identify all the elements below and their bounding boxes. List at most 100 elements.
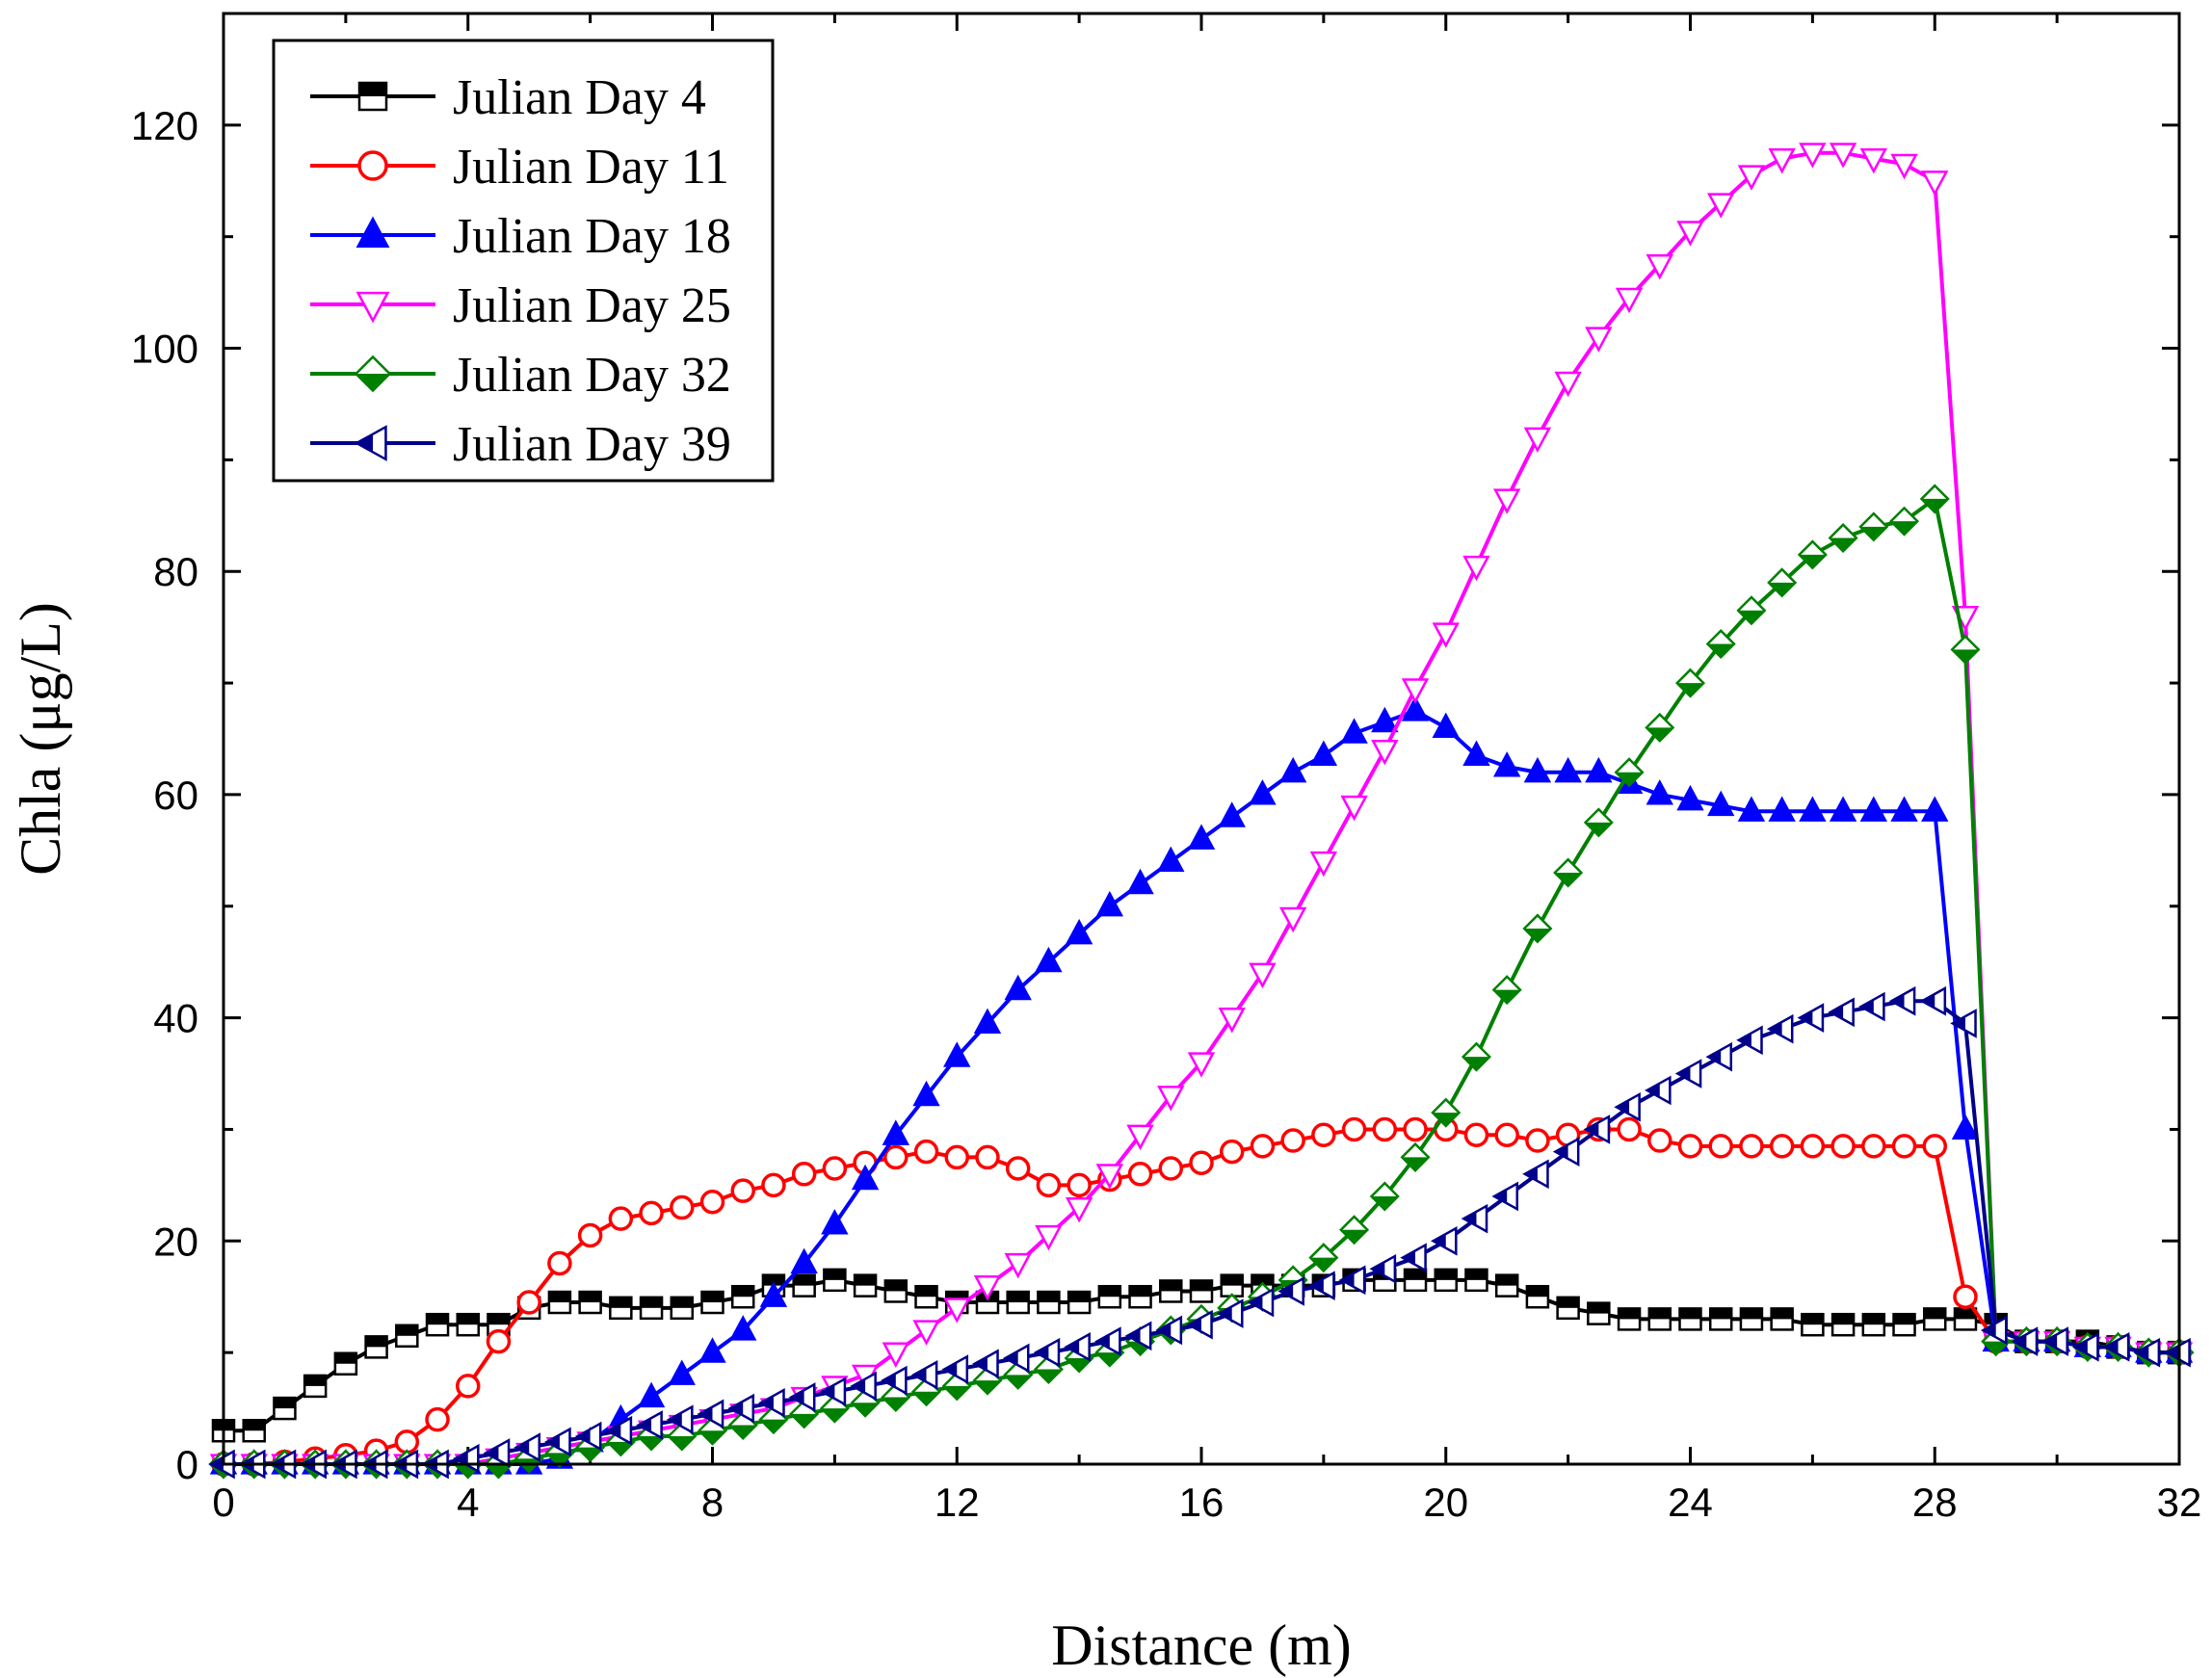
- data-point-fill: [1982, 1341, 2010, 1355]
- data-point-fill: [1219, 1306, 1232, 1321]
- y-axis-label: Chla (μg/L): [9, 602, 72, 876]
- data-point-fill: [1832, 1314, 1855, 1325]
- data-point-fill: [1710, 1308, 1732, 1320]
- data-point: [1004, 974, 1032, 1001]
- data-point: [1799, 796, 1827, 822]
- data-point-fill: [1340, 1229, 1368, 1244]
- data-point: [1921, 170, 1949, 197]
- data-point-fill: [515, 1440, 530, 1455]
- data-point-fill: [1004, 1375, 1032, 1389]
- data-point: [759, 1281, 788, 1307]
- data-point-fill: [882, 1373, 896, 1388]
- series-6: [208, 985, 2191, 1480]
- data-point-fill: [913, 1368, 927, 1382]
- legend-marker: [356, 291, 390, 324]
- data-point: [1403, 1116, 1428, 1142]
- data-point: [1126, 1124, 1154, 1151]
- data-point: [1311, 1122, 1336, 1148]
- data-point-fill: [607, 1441, 635, 1455]
- legend-item: Julian Day 18: [310, 209, 731, 264]
- data-point-fill: [1524, 928, 1551, 942]
- data-point: [1647, 1128, 1672, 1153]
- data-point-fill: [1463, 1211, 1477, 1226]
- data-point-fill: [1922, 993, 1936, 1009]
- plot-series: [208, 143, 2195, 1480]
- data-point-fill: [546, 1434, 560, 1450]
- data-point: [943, 1298, 971, 1324]
- data-point: [822, 1156, 848, 1181]
- data-point-fill: [1310, 1278, 1324, 1293]
- data-point-fill: [1433, 1234, 1446, 1248]
- legend-box: [272, 39, 775, 483]
- data-point: [1065, 1196, 1093, 1223]
- data-point-fill: [1952, 1016, 1965, 1031]
- data-point-fill: [1738, 1033, 1751, 1048]
- legend-label: Julian Day 18: [453, 209, 731, 264]
- data-point-fill: [1890, 521, 1918, 535]
- data-point-fill: [669, 1412, 682, 1427]
- data-point-fill: [760, 1396, 774, 1410]
- data-point-fill: [701, 1292, 724, 1303]
- data-point-fill: [821, 1408, 849, 1422]
- data-point-fill: [1036, 1345, 1049, 1360]
- data-point-fill: [974, 1380, 1001, 1394]
- data-point: [1278, 756, 1307, 783]
- data-point-fill: [1676, 683, 1704, 696]
- x-tick-label: 28: [1912, 1480, 1958, 1525]
- data-point: [730, 1178, 755, 1203]
- data-point: [1953, 1284, 1978, 1309]
- x-tick-label: 0: [212, 1480, 234, 1525]
- data-point-fill: [1554, 873, 1582, 886]
- data-point-fill: [210, 1456, 224, 1472]
- data-point-fill: [824, 1269, 846, 1280]
- data-point: [1707, 193, 1735, 219]
- data-point: [1219, 1139, 1245, 1165]
- data-point: [1646, 254, 1673, 280]
- data-point-fill: [1160, 1280, 1182, 1292]
- data-point-fill: [610, 1297, 632, 1308]
- data-point-fill: [1860, 526, 1887, 540]
- data-point: [670, 1194, 695, 1220]
- data-point: [1859, 796, 1888, 822]
- x-axis-label: Distance (m): [1051, 1613, 1352, 1677]
- data-point: [1432, 622, 1460, 648]
- data-point: [1494, 1122, 1519, 1148]
- data-point-fill: [1188, 1317, 1201, 1332]
- data-point: [1004, 1252, 1032, 1279]
- data-point-fill: [1800, 1010, 1813, 1025]
- data-point-fill: [486, 1446, 499, 1460]
- y-tick-label: 120: [131, 103, 198, 148]
- data-point-fill: [1768, 582, 1796, 596]
- data-point-fill: [1066, 1340, 1080, 1354]
- data-point-fill: [1769, 1021, 1782, 1036]
- data-point: [1492, 751, 1521, 777]
- legend-label: Julian Day 39: [453, 417, 731, 472]
- data-point: [1585, 756, 1613, 783]
- data-point: [1739, 1134, 1764, 1159]
- x-tick-label: 32: [2157, 1480, 2202, 1525]
- data-point-fill: [855, 1274, 877, 1286]
- data-point: [1189, 1150, 1214, 1175]
- data-point-fill: [243, 1420, 265, 1431]
- data-point-fill: [729, 1425, 756, 1439]
- data-point: [1707, 790, 1735, 817]
- data-point: [1829, 143, 1857, 169]
- data-point: [943, 1041, 971, 1067]
- data-point-fill: [1341, 1272, 1355, 1288]
- data-point-fill: [1952, 649, 1979, 664]
- data-point-fill: [638, 1418, 652, 1432]
- data-point: [761, 1172, 786, 1198]
- data-point: [1187, 824, 1216, 850]
- data-point: [973, 1275, 1002, 1301]
- data-point-fill: [791, 1390, 804, 1404]
- data-point: [1800, 1134, 1826, 1159]
- data-point-fill: [852, 1403, 879, 1417]
- data-point: [1617, 1116, 1642, 1142]
- data-point-fill: [1127, 1328, 1141, 1344]
- data-point: [791, 1162, 817, 1187]
- data-point-fill: [1129, 1286, 1151, 1298]
- data-point-fill: [1983, 1323, 1996, 1338]
- data-point: [1769, 1134, 1795, 1159]
- data-point-fill: [1496, 1274, 1518, 1286]
- data-point: [1249, 962, 1277, 989]
